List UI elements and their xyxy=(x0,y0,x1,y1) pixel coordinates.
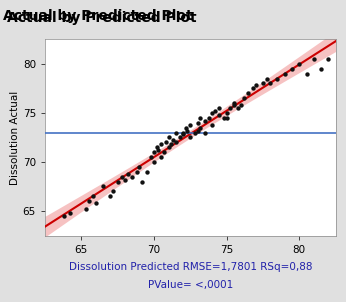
Text: Actual by Predicted Plot: Actual by Predicted Plot xyxy=(7,11,197,25)
Point xyxy=(83,207,89,211)
Point xyxy=(166,135,171,140)
Point xyxy=(115,179,120,184)
Point xyxy=(224,111,229,115)
Point xyxy=(241,96,247,101)
Point xyxy=(144,169,149,174)
Point xyxy=(202,130,208,135)
Point xyxy=(311,56,317,61)
Point xyxy=(209,122,215,127)
Point xyxy=(289,66,295,71)
Point xyxy=(207,115,212,120)
Point xyxy=(185,128,190,133)
Point xyxy=(180,130,186,135)
Point xyxy=(86,199,91,204)
Point xyxy=(170,138,176,143)
Point xyxy=(188,122,193,127)
Point xyxy=(224,115,229,120)
Point xyxy=(61,214,67,218)
Y-axis label: Dissolution Actual: Dissolution Actual xyxy=(10,90,20,185)
Point xyxy=(151,150,157,155)
Point xyxy=(119,174,125,179)
Point xyxy=(326,56,331,61)
Point xyxy=(122,177,128,182)
Point xyxy=(67,210,72,215)
Point xyxy=(100,184,106,189)
Point xyxy=(173,130,179,135)
Point xyxy=(137,164,142,169)
Point xyxy=(217,112,222,117)
Point xyxy=(304,71,309,76)
Point xyxy=(195,128,200,133)
Text: Dissolution Predicted RMSE=1,7801 RSq=0,88: Dissolution Predicted RMSE=1,7801 RSq=0,… xyxy=(69,262,312,272)
Point xyxy=(177,135,183,140)
Point xyxy=(188,135,193,140)
Point xyxy=(166,145,171,149)
Point xyxy=(221,115,227,120)
Point xyxy=(275,76,280,81)
Point xyxy=(93,201,99,206)
Point xyxy=(90,194,96,199)
Point xyxy=(267,81,273,86)
Point xyxy=(217,105,222,110)
Point xyxy=(209,111,215,115)
Point xyxy=(198,115,203,120)
Point xyxy=(148,155,154,159)
Point xyxy=(282,71,288,76)
Text: PValue= <,0001: PValue= <,0001 xyxy=(148,280,233,291)
Point xyxy=(129,174,135,179)
Point xyxy=(253,83,258,88)
Point xyxy=(163,140,169,145)
Point xyxy=(212,108,218,113)
Point xyxy=(192,130,198,135)
Point xyxy=(173,140,179,145)
Point xyxy=(110,189,116,194)
Point xyxy=(227,105,232,110)
Point xyxy=(183,125,189,130)
Point xyxy=(169,142,174,147)
Point xyxy=(246,91,251,96)
Point xyxy=(238,103,244,108)
Point xyxy=(158,155,164,159)
Point xyxy=(161,150,167,155)
Point xyxy=(180,132,186,137)
Point xyxy=(139,179,145,184)
Text: Actual by Predicted Plot: Actual by Predicted Plot xyxy=(3,9,193,23)
Point xyxy=(195,120,200,125)
Point xyxy=(236,105,241,110)
Point xyxy=(156,148,161,153)
Point xyxy=(202,118,208,123)
Point xyxy=(297,61,302,66)
Point xyxy=(108,194,113,199)
Point xyxy=(265,76,270,81)
Point xyxy=(125,171,130,176)
Point xyxy=(134,169,139,174)
Point xyxy=(154,145,160,149)
Point xyxy=(318,66,324,71)
Point xyxy=(231,103,237,108)
Point xyxy=(250,86,256,91)
Point xyxy=(231,101,237,105)
Point xyxy=(260,81,266,86)
Point xyxy=(158,142,164,147)
Point xyxy=(151,159,157,164)
Point xyxy=(198,125,203,130)
